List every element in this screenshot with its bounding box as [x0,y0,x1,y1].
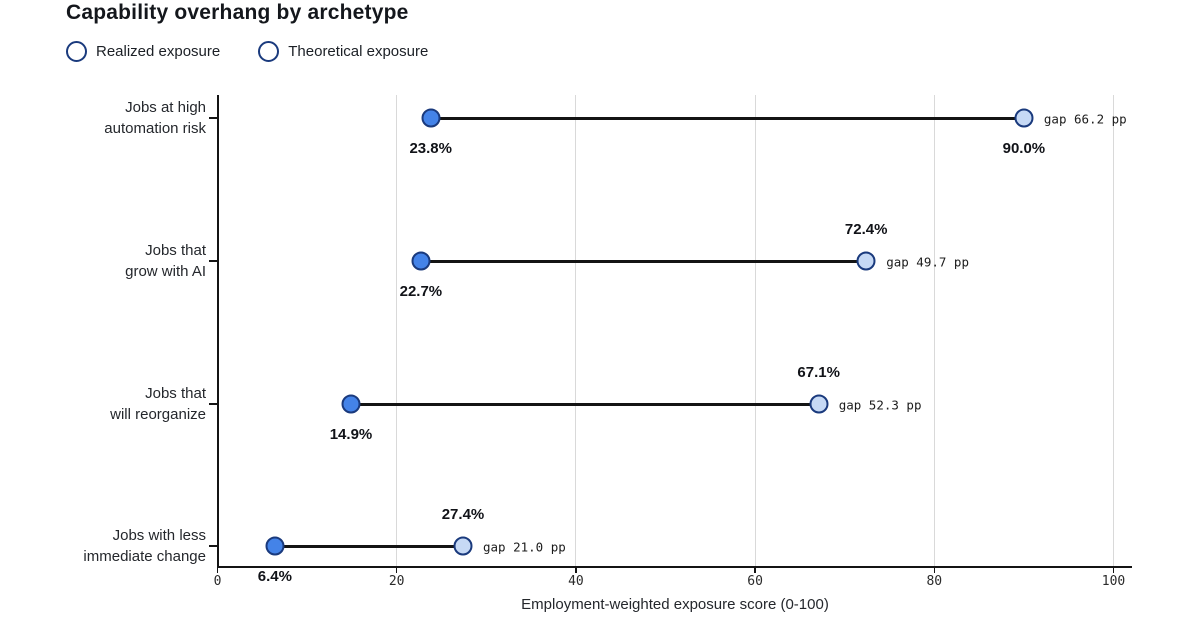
legend-item-realized: Realized exposure [66,41,220,62]
gap-label: gap 52.3 pp [838,397,922,413]
gridline [1113,95,1114,568]
realized-value-label: 22.7% [399,283,443,300]
realized-dot [421,108,441,128]
theoretical-value-label: 72.4% [844,221,888,238]
realized-dot [341,394,361,414]
gap-label: gap 66.2 pp [1043,111,1127,127]
theoretical-dot [809,394,829,414]
x-axis-tick [395,568,398,573]
x-axis-tick [754,568,756,573]
gap-label: gap 21.0 pp [483,539,566,555]
y-axis-tick [208,545,217,547]
realized-value-label: 6.4% [257,568,292,585]
legend-item-theoretical: Theoretical exposure [258,41,428,62]
legend: Realized exposure Theoretical exposure [66,41,428,62]
x-axis-tick [216,568,219,573]
theoretical-dot [453,536,473,556]
category-label: Jobs that will reorganize [110,385,206,423]
y-axis-tick [208,260,217,262]
connector-line [420,259,867,263]
category-label: Jobs with less immediate change [83,527,206,565]
theoretical-marker-icon [258,41,280,62]
x-axis-tick-label: 100 [1101,574,1126,589]
y-axis-tick [208,117,217,119]
y-axis-tick [208,403,217,405]
realized-dot [411,251,431,271]
legend-label-theoretical: Theoretical exposure [288,43,429,60]
theoretical-dot [1014,108,1034,128]
x-axis-tick-label: 60 [747,574,763,589]
theoretical-value-label: 67.1% [797,364,840,381]
realized-value-label: 14.9% [329,426,373,443]
x-axis-title: Employment-weighted exposure score (0-10… [521,596,829,613]
x-axis-tick [933,568,936,573]
connector-line [430,116,1024,120]
theoretical-value-label: 90.0% [1002,140,1046,157]
realized-dot [265,536,285,556]
category-label: Jobs at high automation risk [104,99,206,137]
theoretical-dot [856,251,876,271]
x-axis-tick [1112,568,1115,573]
category-label: Jobs that grow with AI [125,242,206,280]
x-axis-line [216,566,1132,568]
connector-line [351,402,819,406]
x-axis-tick-label: 20 [388,574,405,589]
x-axis-tick [575,568,577,573]
realized-value-label: 23.8% [409,140,452,157]
gridline [396,95,398,568]
gridline [754,95,756,568]
gridline [575,95,577,568]
gap-label: gap 49.7 pp [886,254,969,270]
chart-title: Capability overhang by archetype [66,1,409,24]
x-axis-tick-label: 0 [213,574,222,589]
realized-marker-icon [66,41,87,62]
x-axis-tick-label: 80 [926,574,943,589]
x-axis-tick-label: 40 [568,574,584,589]
y-axis-line [216,95,219,568]
connector-line [274,544,463,548]
theoretical-value-label: 27.4% [441,506,485,523]
legend-label-realized: Realized exposure [96,43,221,60]
gridline [933,95,935,568]
